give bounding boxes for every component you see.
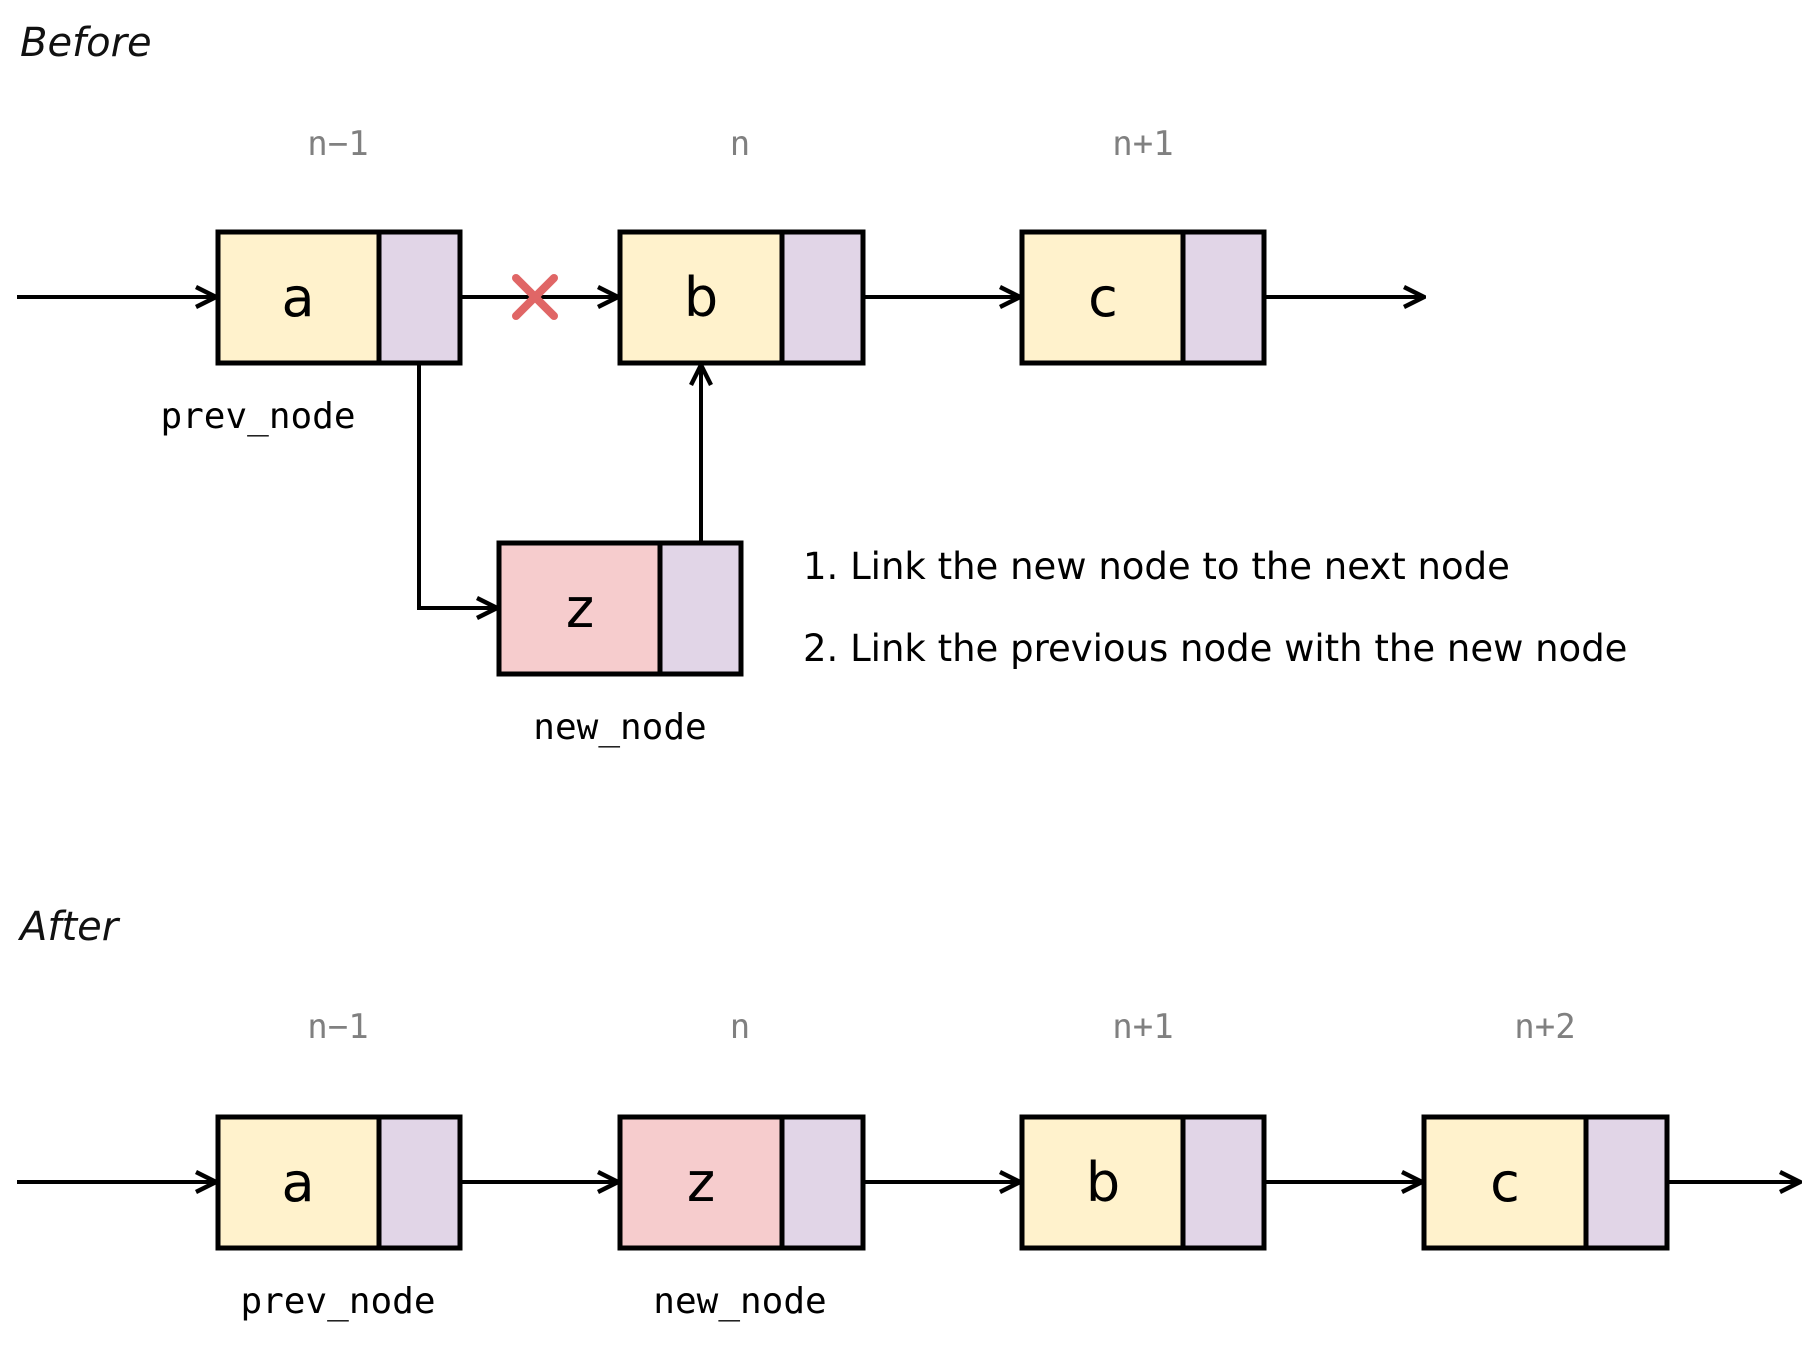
node-value-cell bbox=[215, 229, 382, 366]
before-title: Before bbox=[20, 20, 152, 66]
node-pointer-cell bbox=[657, 540, 744, 677]
node-value: c bbox=[1490, 1151, 1520, 1214]
node-value: c bbox=[1088, 266, 1118, 329]
before-section: Before n−1 n n+1 a prev_node b c z bbox=[17, 20, 1627, 748]
node-value: b bbox=[684, 266, 718, 329]
before-node-c: c bbox=[1019, 229, 1267, 366]
node-value-cell bbox=[617, 1114, 785, 1251]
before-new-node-z: z bbox=[496, 540, 744, 677]
after-index-n: n bbox=[730, 1007, 750, 1047]
after-node-b: b bbox=[1019, 1114, 1267, 1251]
node-value: z bbox=[566, 577, 594, 640]
after-index-n-minus-1: n−1 bbox=[307, 1007, 368, 1047]
step-1-text: 1. Link the new node to the next node bbox=[803, 545, 1510, 588]
before-index-n: n bbox=[730, 124, 750, 164]
node-pointer-cell bbox=[779, 229, 866, 366]
node-value: b bbox=[1086, 1151, 1120, 1214]
node-value-cell bbox=[215, 1114, 382, 1251]
a-to-new-node-arrow bbox=[417, 365, 497, 608]
node-pointer-cell bbox=[779, 1114, 866, 1251]
node-pointer-cell bbox=[376, 1114, 463, 1251]
after-prev-node-label: prev_node bbox=[240, 1281, 435, 1322]
before-prev-node-label: prev_node bbox=[160, 396, 355, 437]
after-node-a: a bbox=[215, 1114, 463, 1251]
node-pointer-cell bbox=[1180, 1114, 1267, 1251]
after-title: After bbox=[17, 904, 121, 950]
after-new-node-label: new_node bbox=[653, 1281, 826, 1322]
after-node-z: z bbox=[617, 1114, 866, 1251]
node-pointer-cell bbox=[1180, 229, 1267, 366]
step-2-text: 2. Link the previous node with the new n… bbox=[803, 627, 1627, 670]
node-value: a bbox=[281, 1151, 314, 1214]
before-new-node-label: new_node bbox=[533, 707, 706, 748]
after-node-c: c bbox=[1421, 1114, 1670, 1251]
before-index-n-minus-1: n−1 bbox=[307, 124, 368, 164]
node-value-cell bbox=[1019, 229, 1186, 366]
cross-icon bbox=[512, 274, 558, 320]
before-node-a: a bbox=[215, 229, 463, 366]
node-value: a bbox=[281, 266, 314, 329]
after-section: After n−1 n n+1 n+2 a prev_node z new_no… bbox=[17, 904, 1800, 1322]
after-index-n-plus-1: n+1 bbox=[1112, 1007, 1173, 1047]
node-pointer-cell bbox=[1583, 1114, 1670, 1251]
after-index-n-plus-2: n+2 bbox=[1514, 1007, 1575, 1047]
node-value: z bbox=[687, 1151, 715, 1214]
before-index-n-plus-1: n+1 bbox=[1112, 124, 1173, 164]
before-node-b: b bbox=[617, 229, 866, 366]
node-pointer-cell bbox=[376, 229, 463, 366]
